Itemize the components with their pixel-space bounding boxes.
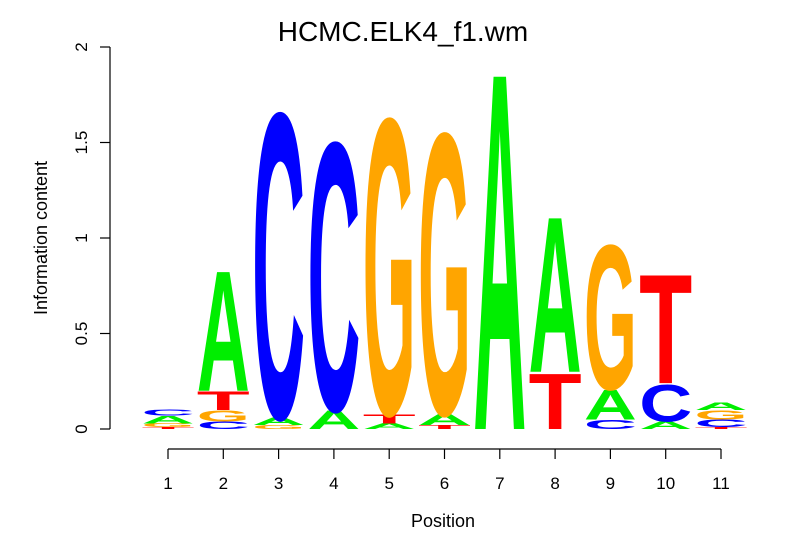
logo-letter-a: A [584, 381, 637, 428]
x-tick-label: 4 [329, 474, 338, 493]
logo-letter-t: T [418, 424, 471, 430]
x-tick-label: 5 [384, 474, 393, 493]
logo-letter-a: A [695, 401, 748, 413]
logo-letter-a: A [142, 414, 195, 426]
logo-letter-t: T [142, 427, 195, 430]
logo-letter-c: C [197, 420, 250, 432]
y-tick-label: 0.5 [72, 322, 91, 346]
logo-letter-a: A [307, 405, 360, 435]
x-axis-label: Position [411, 511, 475, 531]
logo-letter-g: G [197, 407, 250, 425]
x-tick-label: 10 [656, 474, 675, 493]
logo-letter-c: C [584, 417, 637, 432]
logo-letter-t: T [529, 357, 582, 446]
logo-letter-a: A [529, 172, 582, 420]
logo-letter-a: A [252, 416, 305, 428]
x-tick-label: 11 [712, 474, 730, 493]
logo-letter-a: A [197, 236, 250, 429]
x-axis: 1 2 3 4 5 6 7 8 9 10 11 [163, 448, 730, 493]
x-tick-label: 8 [550, 474, 559, 493]
logo-letter-a: A [418, 411, 471, 429]
logo-letter-g: G [252, 424, 305, 430]
x-tick-label: 7 [495, 474, 504, 493]
y-tick-label: 1.5 [72, 131, 91, 155]
y-axis: 0 0.5 1 1.5 2 [72, 42, 111, 434]
logo-letter-c: C [695, 418, 748, 430]
logo-letter-t: T [639, 241, 692, 417]
logo-letter-g: G [584, 202, 637, 433]
x-tick-label: 6 [440, 474, 449, 493]
y-tick-label: 2 [72, 42, 91, 51]
y-axis-label: Information content [31, 161, 51, 315]
logo-letter-c: C [142, 409, 195, 418]
x-tick-label: 3 [274, 474, 283, 493]
logo-letter-t: T [695, 427, 748, 430]
logo-letter-c: C [639, 373, 692, 433]
y-tick-label: 1 [72, 233, 91, 242]
x-tick-label: 1 [163, 474, 172, 493]
y-tick-label: 0 [72, 424, 91, 433]
logo-letter-g: G [363, 31, 416, 504]
logo-letter-g: G [695, 408, 748, 423]
logo-letter-c: C [307, 61, 360, 492]
logo-letter-a: A [639, 420, 692, 432]
x-tick-label: 2 [219, 474, 228, 493]
logo-letter-c: C [252, 21, 305, 511]
logo-letter-t: T [197, 386, 250, 416]
logo-letter-g: G [418, 50, 471, 500]
logo-letter-t: T [363, 412, 416, 427]
logo-letter-g: G [142, 422, 195, 428]
chart-title: HCMC.ELK4_f1.wm [278, 16, 529, 47]
x-tick-label: 9 [606, 474, 615, 493]
logo-letter-a: A [363, 422, 416, 431]
